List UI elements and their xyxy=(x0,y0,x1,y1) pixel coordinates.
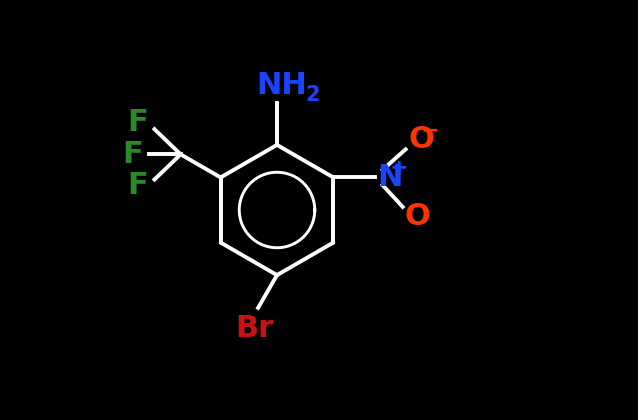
Text: Br: Br xyxy=(235,314,273,343)
Text: F: F xyxy=(128,108,148,137)
Text: −: − xyxy=(420,120,440,140)
Text: +: + xyxy=(390,158,409,178)
Text: F: F xyxy=(122,140,143,169)
Text: 2: 2 xyxy=(306,85,320,105)
Text: NH: NH xyxy=(256,71,307,100)
Text: O: O xyxy=(404,202,431,231)
Text: O: O xyxy=(409,125,435,154)
Text: N: N xyxy=(378,163,403,192)
Text: F: F xyxy=(128,171,148,200)
